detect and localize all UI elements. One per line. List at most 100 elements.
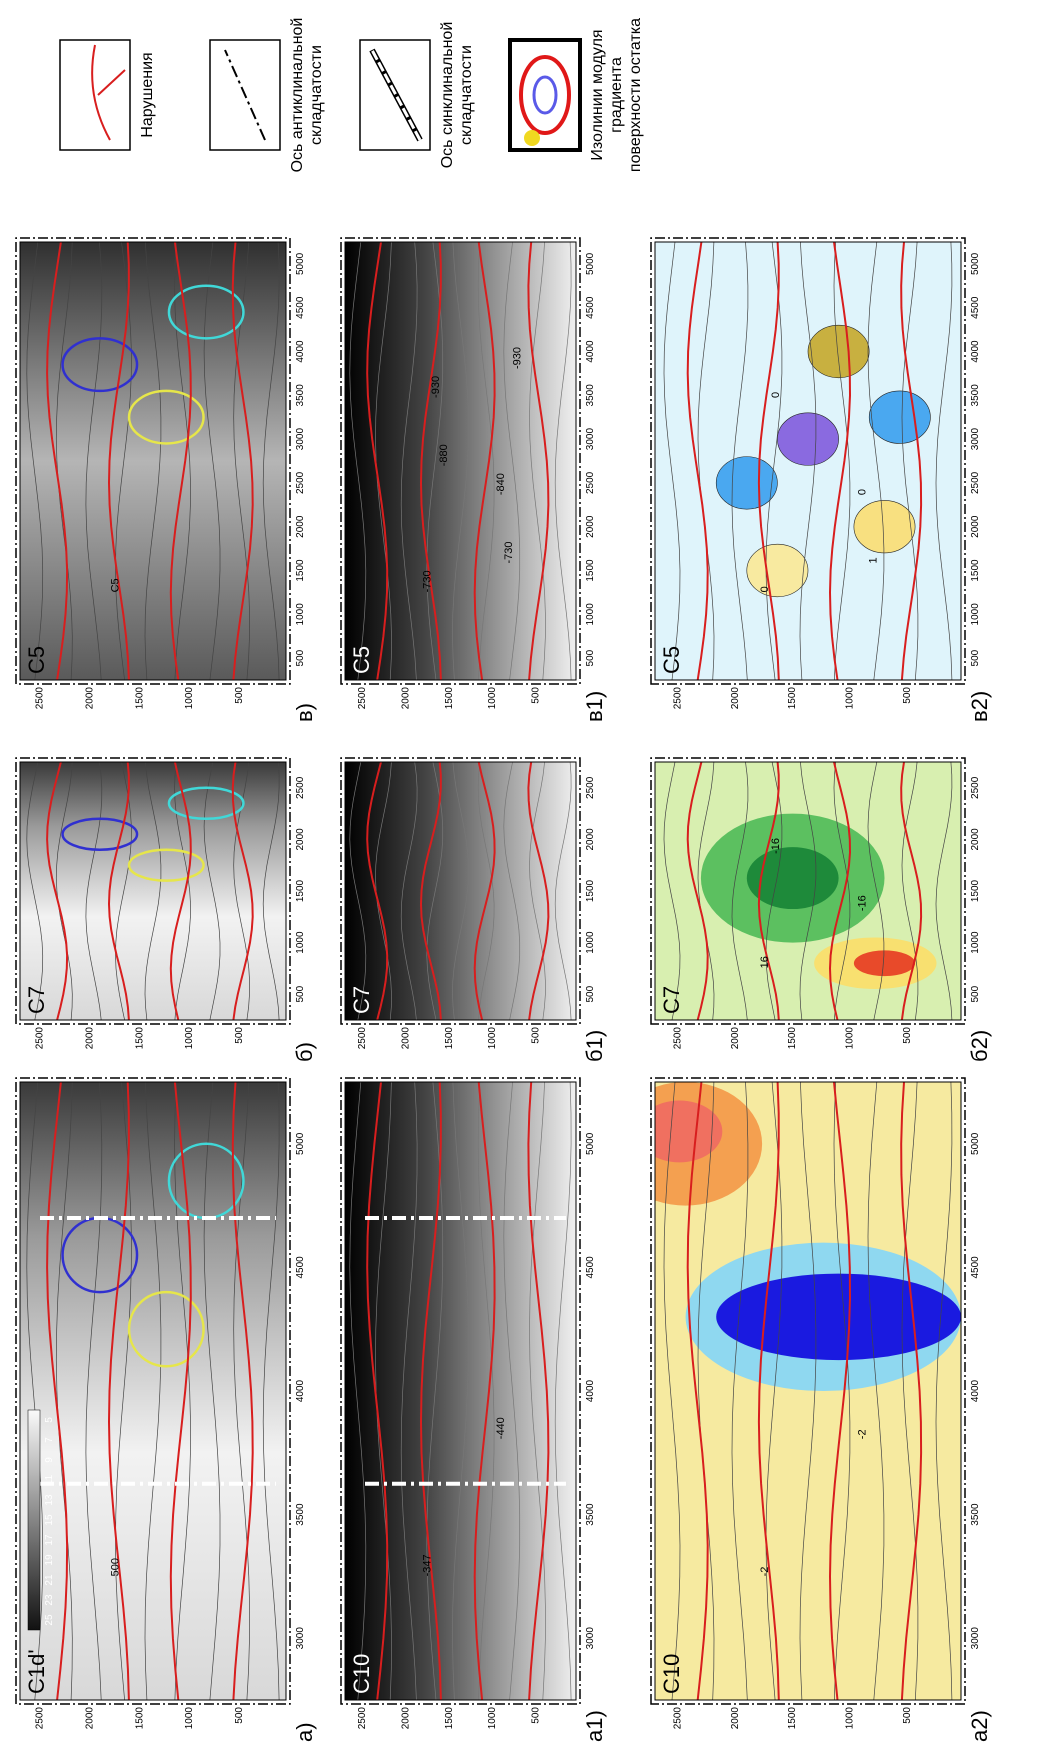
x-tick-label: 1000 — [970, 603, 981, 626]
colorbar-label: 25 — [44, 1614, 55, 1626]
anomaly — [869, 391, 930, 444]
x-tick-label: 5000 — [970, 1132, 981, 1155]
x-tick-label: 1500 — [295, 879, 306, 902]
y-tick-label: 2000 — [84, 1027, 95, 1050]
map-background — [345, 242, 576, 680]
anomaly — [716, 457, 777, 510]
y-tick-label: 1500 — [444, 1707, 455, 1730]
y-tick-label: 500 — [530, 1707, 541, 1724]
x-tick-label: 1500 — [585, 879, 596, 902]
x-tick-label: 3000 — [970, 428, 981, 451]
y-tick-label: 2000 — [400, 1707, 411, 1730]
panel-name: C5 — [24, 646, 49, 674]
map-panel: C1d'252321191715131197550030003500400045… — [16, 1078, 317, 1742]
legend-item: Изолинии модуляградиентаповерхности оста… — [510, 18, 644, 172]
x-tick-label: 3500 — [585, 1503, 596, 1526]
legend-label-line: градиента — [608, 57, 625, 133]
x-tick-label: 5000 — [585, 252, 596, 275]
legend-label-line: Изолинии модуля — [589, 29, 606, 160]
colorbar-label: 9 — [44, 1457, 55, 1463]
map-area — [345, 1082, 576, 1700]
legend-label: Изолинии модуляградиентаповерхности оста… — [589, 18, 644, 172]
figure: C1d'252321191715131197550030003500400045… — [0, 0, 1056, 1760]
anomaly — [808, 325, 869, 378]
contour-label: -2 — [759, 1567, 771, 1577]
x-tick-label: 3500 — [970, 384, 981, 407]
x-tick-label: 500 — [295, 649, 306, 666]
x-tick-label: 4000 — [585, 340, 596, 363]
y-tick-label: 2500 — [357, 1707, 368, 1730]
x-tick-label: 3500 — [970, 1503, 981, 1526]
contour-label: 0 — [857, 489, 869, 495]
contour-label: 1 — [868, 557, 880, 563]
y-tick-label: 1500 — [134, 687, 145, 710]
x-tick-label: 5000 — [970, 252, 981, 275]
x-tick-label: 500 — [970, 649, 981, 666]
x-tick-label: 1000 — [585, 931, 596, 954]
y-tick-label: 2500 — [357, 687, 368, 710]
panel-label: в2) — [967, 691, 992, 722]
y-tick-label: 2500 — [357, 1027, 368, 1050]
contour-label: -730 — [503, 541, 515, 563]
legend-item: Ось антиклинальнойскладчатости — [210, 18, 325, 173]
y-tick-label: 500 — [234, 687, 245, 704]
y-tick-label: 500 — [530, 1027, 541, 1044]
x-tick-label: 1500 — [970, 559, 981, 582]
x-tick-label: 2500 — [585, 776, 596, 799]
y-tick-label: 1500 — [444, 687, 455, 710]
legend-swatch — [60, 40, 130, 150]
x-tick-label: 4000 — [585, 1379, 596, 1402]
x-tick-label: 1500 — [970, 879, 981, 902]
map-panel: C10-2-2300035004000450050005001000150020… — [609, 1078, 992, 1742]
contour-label: -16 — [857, 895, 869, 911]
x-tick-label: 4500 — [295, 296, 306, 319]
contour-label: -347 — [421, 1554, 433, 1576]
x-tick-label: 3500 — [295, 1503, 306, 1526]
y-tick-label: 1500 — [444, 1027, 455, 1050]
panel-name: C10 — [659, 1654, 684, 1694]
x-tick-label: 4500 — [970, 1256, 981, 1279]
map-area — [609, 1082, 961, 1700]
y-tick-label: 500 — [234, 1027, 245, 1044]
contour-label: -930 — [512, 347, 524, 369]
y-tick-label: 1000 — [184, 1027, 195, 1050]
x-tick-label: 500 — [970, 985, 981, 1002]
x-tick-label: 5000 — [295, 252, 306, 275]
colorbar — [28, 1410, 40, 1630]
x-tick-label: 1500 — [585, 559, 596, 582]
x-tick-label: 2000 — [585, 828, 596, 851]
y-tick-label: 1000 — [184, 1707, 195, 1730]
x-tick-label: 2500 — [295, 776, 306, 799]
anomaly — [854, 500, 915, 553]
legend-label: Ось антиклинальнойскладчатости — [289, 18, 325, 173]
colorbar-label: 23 — [44, 1594, 55, 1606]
colorbar-label: 13 — [44, 1494, 55, 1506]
map-area — [20, 1082, 286, 1700]
x-tick-label: 2500 — [970, 471, 981, 494]
x-tick-label: 4500 — [295, 1256, 306, 1279]
y-tick-label: 1000 — [845, 687, 856, 710]
x-tick-label: 3000 — [585, 1627, 596, 1650]
map-area — [20, 242, 286, 680]
x-tick-label: 2500 — [295, 471, 306, 494]
map-background — [20, 762, 286, 1020]
anomaly — [854, 950, 915, 976]
x-tick-label: 3500 — [585, 384, 596, 407]
x-tick-label: 3000 — [970, 1627, 981, 1650]
y-tick-label: 1500 — [134, 1707, 145, 1730]
x-tick-label: 2000 — [295, 515, 306, 538]
x-tick-label: 1000 — [295, 931, 306, 954]
x-tick-label: 1000 — [970, 931, 981, 954]
y-tick-label: 2000 — [400, 1027, 411, 1050]
x-tick-label: 2000 — [295, 828, 306, 851]
panel-name: C1d' — [24, 1649, 49, 1694]
contour-label: -840 — [495, 473, 507, 495]
y-tick-label: 2000 — [730, 1707, 741, 1730]
panel-label: в1) — [582, 691, 607, 722]
colorbar-label: 17 — [44, 1534, 55, 1546]
colorbar-label: 5 — [44, 1417, 55, 1423]
panel-name: C5 — [349, 646, 374, 674]
map-area — [345, 242, 576, 680]
